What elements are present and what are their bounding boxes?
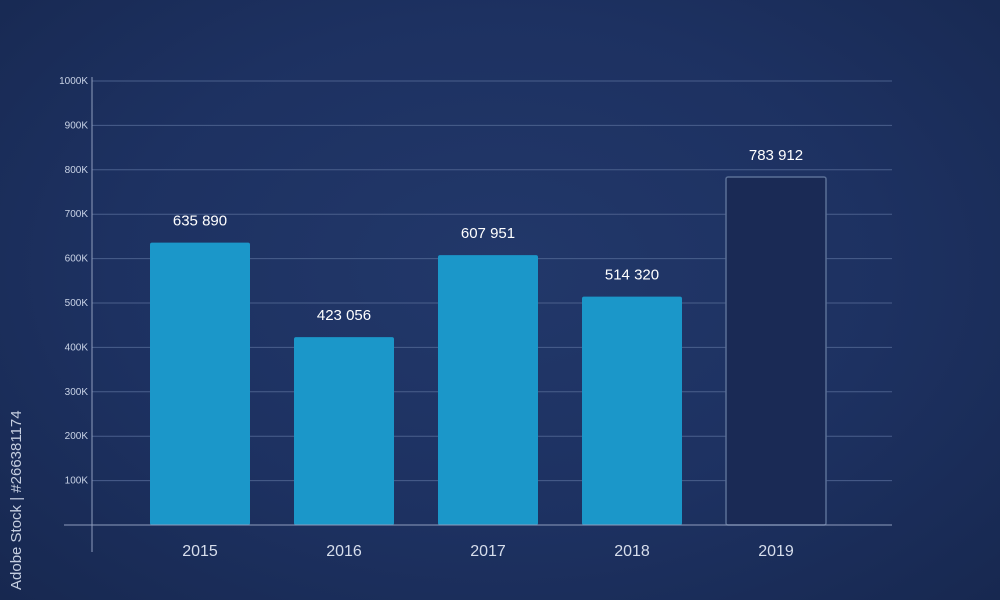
x-tick-label-2017: 2017 [470,543,506,560]
y-tick-label: 500K [65,298,89,309]
y-tick-label: 800K [65,165,89,176]
x-tick-label-2016: 2016 [326,543,362,560]
bars [150,176,827,526]
x-axis: 2015 2016 2017 2018 2019 [64,524,892,560]
y-tick-label: 1000K [59,76,88,87]
y-tick-label: 100K [65,476,89,487]
bar-2016 [294,337,394,525]
y-tick-label: 900K [65,120,89,131]
bar-2015 [150,242,250,525]
x-tick-label-2018: 2018 [614,543,650,560]
x-tick-label-2019: 2019 [758,543,794,560]
data-label-2019: 783 912 [749,147,803,164]
data-label-2017: 607 951 [461,225,515,242]
x-tick-label-2015: 2015 [182,543,218,560]
y-tick-label: 600K [65,254,89,265]
data-label-2018: 514 320 [605,267,659,284]
y-tick-label: 300K [65,387,89,398]
y-tick-label: 700K [65,209,89,220]
bar-2019 [725,176,827,526]
y-tick-label: 400K [65,342,89,353]
data-labels: 635 890 423 056 607 951 514 320 783 912 [173,147,803,324]
y-tick-label: 200K [65,431,89,442]
data-label-2016: 423 056 [317,307,371,324]
y-axis: 100K 200K 300K 400K 500K 600K 700K 800K 900K 1000… [59,76,93,552]
stock-watermark-text: Adobe Stock | #266381174 [8,410,25,590]
bar-2018 [582,296,682,525]
bar-2017 [438,255,538,525]
data-label-2015: 635 890 [173,213,227,230]
